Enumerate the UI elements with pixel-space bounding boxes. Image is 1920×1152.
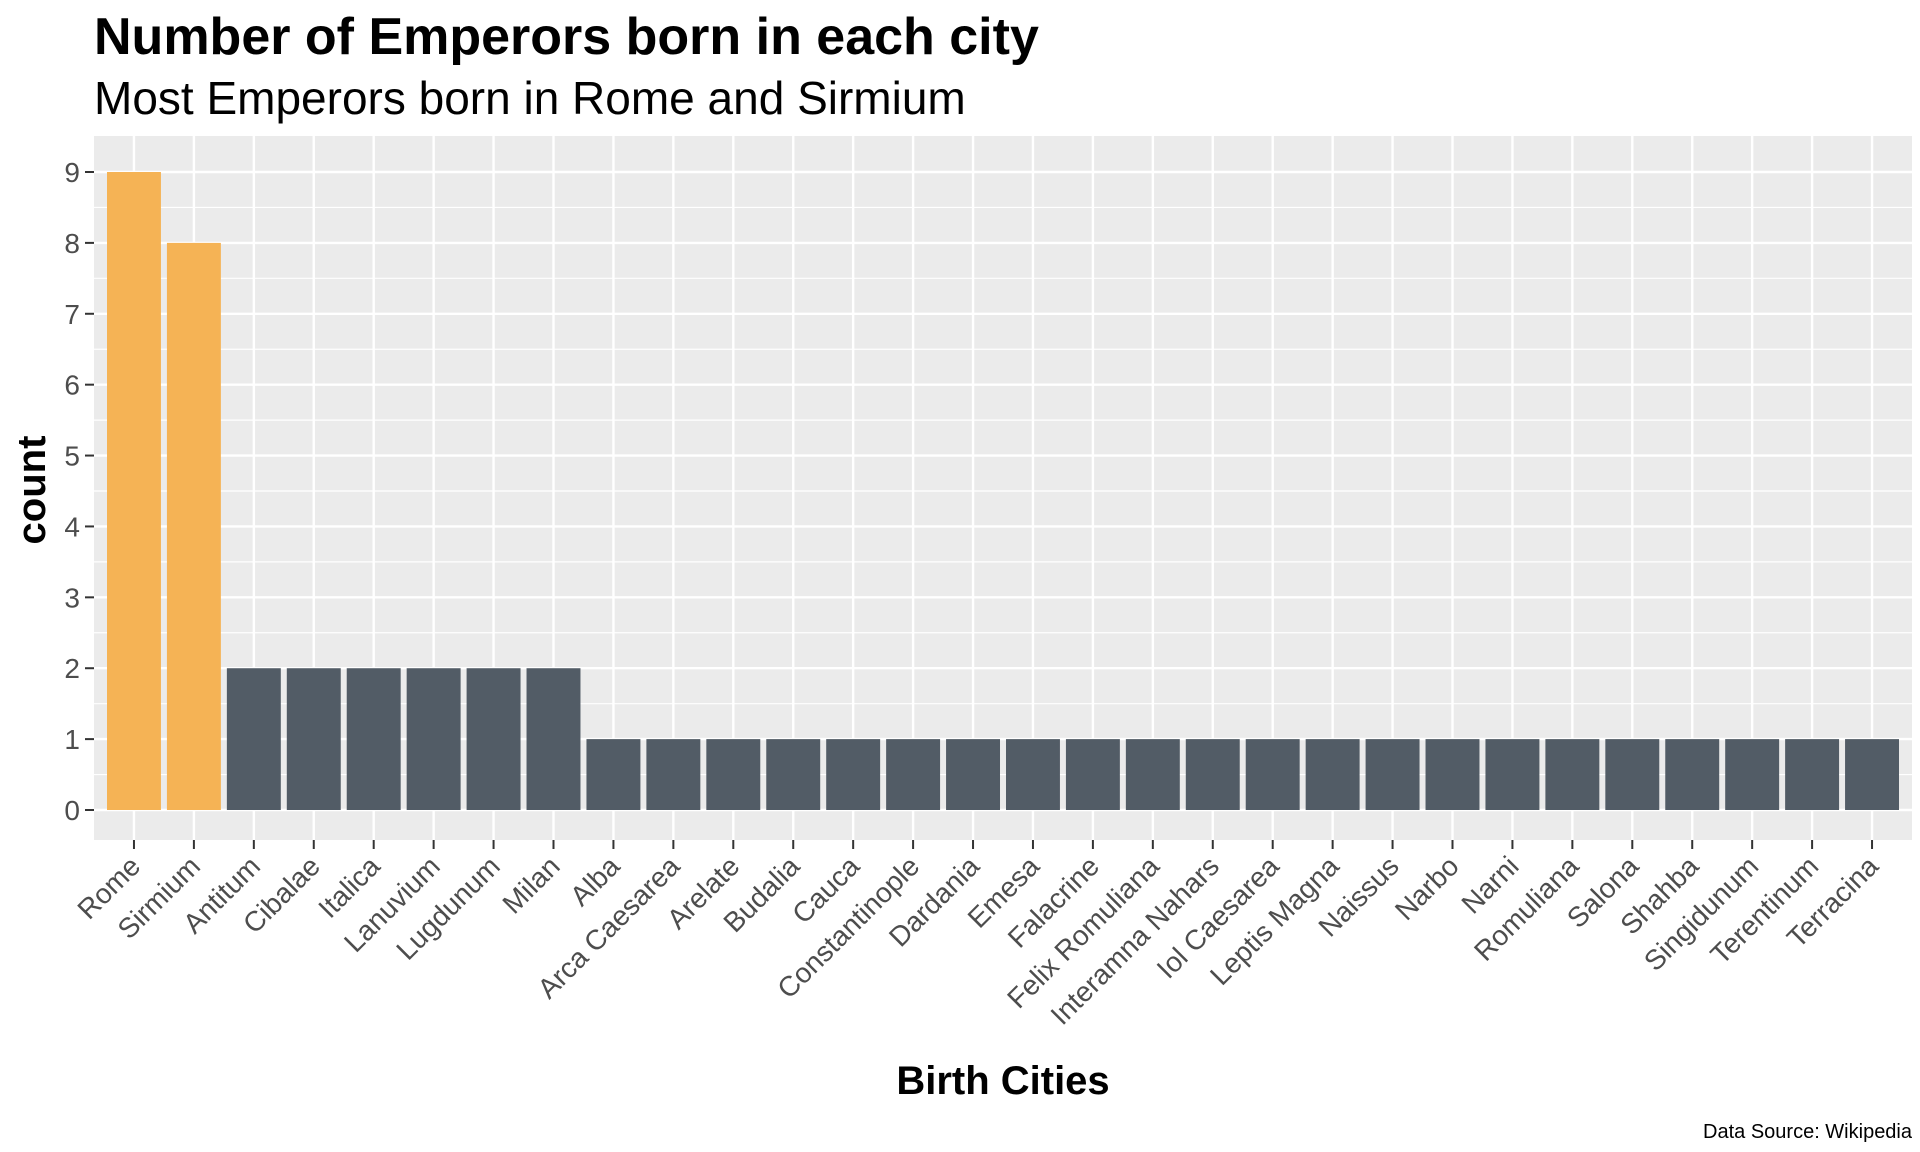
x-axis-ticks: RomeSirmiumAntitumCibalaeItalicaLanuvium… <box>71 840 1885 1031</box>
y-tick-label: 3 <box>64 582 80 613</box>
bar <box>1665 739 1720 810</box>
y-tick-label: 6 <box>64 370 80 401</box>
bar <box>526 668 581 810</box>
bar <box>1185 739 1240 810</box>
bar <box>886 739 941 810</box>
bar <box>1785 739 1840 810</box>
x-tick-label: Narbo <box>1389 850 1465 926</box>
chart-title: Number of Emperors born in each city <box>94 8 1039 66</box>
y-tick-label: 0 <box>64 795 80 826</box>
y-axis-title: count <box>10 436 54 545</box>
chart-subtitle: Most Emperors born in Rome and Sirmium <box>94 72 966 124</box>
bar <box>406 668 461 810</box>
bar <box>106 172 161 810</box>
y-tick-label: 7 <box>64 299 80 330</box>
bar <box>1125 739 1180 810</box>
bar <box>1425 739 1480 810</box>
y-tick-label: 8 <box>64 228 80 259</box>
x-axis-title: Birth Cities <box>896 1059 1109 1103</box>
y-tick-label: 9 <box>64 157 80 188</box>
chart-caption: Data Source: Wikipedia <box>1703 1121 1913 1143</box>
bar <box>286 668 341 810</box>
bar <box>706 739 761 810</box>
bar <box>946 739 1001 810</box>
y-tick-label: 5 <box>64 441 80 472</box>
bar <box>346 668 401 810</box>
bar <box>1485 739 1540 810</box>
bar <box>826 739 881 810</box>
bar <box>226 668 281 810</box>
bar <box>766 739 821 810</box>
bar <box>1605 739 1660 810</box>
y-axis-ticks: 0 1 2 3 4 5 6 7 8 9 <box>64 157 94 826</box>
y-tick-label: 4 <box>64 511 80 542</box>
bar <box>646 739 701 810</box>
bar <box>1845 739 1900 810</box>
bar <box>1545 739 1600 810</box>
bar <box>1065 739 1120 810</box>
y-tick-label: 2 <box>64 653 80 684</box>
y-tick-label: 1 <box>64 724 80 755</box>
bar <box>1245 739 1300 810</box>
x-tick-label: Milan <box>497 850 566 919</box>
bar <box>1305 739 1360 810</box>
bar <box>1365 739 1420 810</box>
bar <box>466 668 521 810</box>
bar <box>1005 739 1060 810</box>
bar <box>586 739 641 810</box>
bar <box>1725 739 1780 810</box>
bars <box>106 172 1900 810</box>
bar <box>166 242 221 810</box>
